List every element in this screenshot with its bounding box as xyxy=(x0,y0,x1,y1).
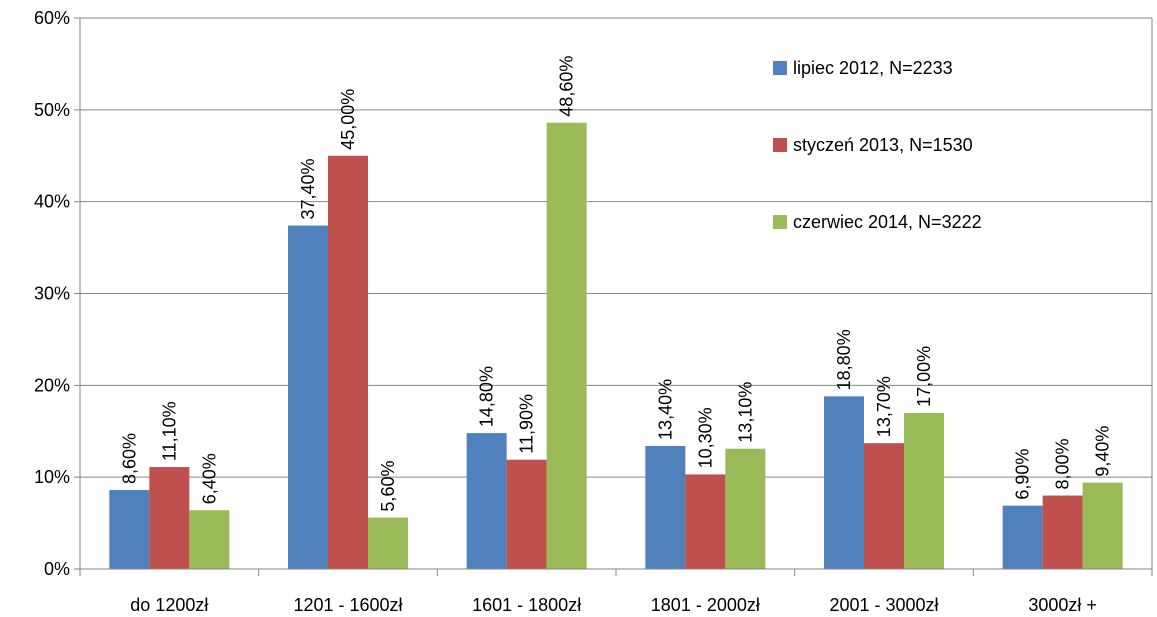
value-label: 13,40% xyxy=(655,379,675,440)
legend-swatch xyxy=(773,61,787,75)
bar xyxy=(904,412,944,569)
x-tick-label: 1201 - 1600zł xyxy=(293,595,402,615)
value-label: 17,00% xyxy=(914,346,934,407)
bar xyxy=(685,474,726,569)
bar xyxy=(1042,495,1083,569)
bar xyxy=(189,510,230,569)
value-label: 13,10% xyxy=(735,382,755,443)
bar xyxy=(506,459,547,569)
x-tick-label: 1601 - 1800zł xyxy=(472,595,581,615)
legend-label: czerwiec 2014, N=3222 xyxy=(793,212,982,232)
y-tick-label: 60% xyxy=(34,8,70,28)
value-label: 6,40% xyxy=(199,453,219,504)
bar xyxy=(546,122,587,569)
value-label: 14,80% xyxy=(477,366,497,427)
legend-label: styczeń 2013, N=1530 xyxy=(793,135,973,155)
value-label: 10,30% xyxy=(695,407,715,468)
x-tick-label: 2001 - 3000zł xyxy=(829,595,938,615)
y-tick-label: 30% xyxy=(34,284,70,304)
value-label: 8,00% xyxy=(1053,438,1073,489)
value-label: 37,40% xyxy=(298,158,318,219)
bar xyxy=(288,225,328,569)
x-tick-label: 1801 - 2000zł xyxy=(651,595,760,615)
value-label: 45,00% xyxy=(338,89,358,150)
bar xyxy=(1082,482,1123,569)
bar xyxy=(824,396,864,569)
value-label: 9,40% xyxy=(1093,426,1113,477)
value-label: 18,80% xyxy=(834,329,854,390)
value-label: 48,60% xyxy=(557,56,577,117)
value-label: 8,60% xyxy=(119,433,139,484)
bar xyxy=(368,517,408,569)
legend-label: lipiec 2012, N=2233 xyxy=(793,58,953,78)
bar xyxy=(1002,505,1043,569)
y-tick-label: 10% xyxy=(34,467,70,487)
legend-swatch xyxy=(773,138,787,152)
bar xyxy=(645,445,686,569)
value-label: 5,60% xyxy=(378,461,398,512)
value-label: 11,90% xyxy=(517,394,537,454)
bar xyxy=(466,433,507,569)
value-label: 11,10% xyxy=(159,401,179,461)
bar xyxy=(149,467,190,569)
y-tick-label: 20% xyxy=(34,375,70,395)
bar xyxy=(864,443,904,569)
legend-swatch xyxy=(773,215,787,229)
bar xyxy=(109,490,150,569)
bar xyxy=(725,448,766,569)
y-tick-label: 50% xyxy=(34,100,70,120)
y-tick-label: 0% xyxy=(44,559,70,579)
x-tick-label: 3000zł + xyxy=(1028,595,1097,615)
y-tick-label: 40% xyxy=(34,192,70,212)
bar xyxy=(328,155,368,569)
value-label: 6,90% xyxy=(1013,449,1033,500)
x-tick-label: do 1200zł xyxy=(130,595,208,615)
value-label: 13,70% xyxy=(874,376,894,437)
